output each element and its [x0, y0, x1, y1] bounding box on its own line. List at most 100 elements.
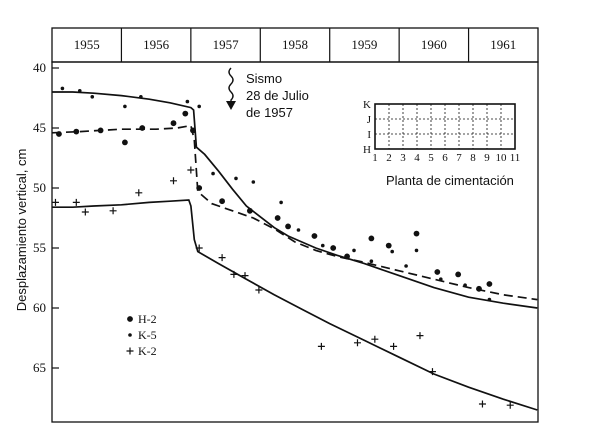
arrow-head-icon	[226, 101, 236, 110]
point-k-2	[51, 198, 59, 206]
point-k-2	[353, 339, 361, 347]
inset-row-label: J	[367, 114, 372, 126]
point-h-2	[97, 127, 104, 134]
point-h-2	[344, 253, 350, 260]
y-tick-label: 40	[33, 60, 46, 75]
point-k-2	[317, 342, 325, 350]
point-h-2	[413, 230, 420, 237]
inset-column-label: 3	[400, 152, 406, 164]
point-h-2	[190, 127, 196, 134]
point-h-2	[170, 120, 177, 127]
point-k-5	[296, 228, 301, 232]
trend-curves	[51, 91, 538, 411]
point-k-2	[195, 244, 203, 252]
inset-column-label: 8	[470, 152, 476, 164]
y-tick-label: 45	[33, 120, 46, 135]
inset-column-label: 4	[414, 152, 420, 164]
legend-label: K-5	[138, 328, 157, 342]
point-k-2	[170, 177, 177, 185]
point-h-2	[311, 233, 318, 239]
point-k-5	[197, 104, 201, 109]
point-h-2	[56, 131, 62, 137]
point-h-2	[368, 235, 375, 242]
earthquake-annotation: Sismo 28 de Julio de 1957	[226, 67, 309, 120]
year-label: 1960	[421, 37, 447, 52]
point-h-2	[182, 110, 189, 117]
point-k-5	[77, 89, 82, 93]
legend-label: K-2	[138, 344, 157, 358]
point-k-5	[60, 86, 65, 91]
y-tick-label: 55	[33, 240, 46, 255]
inset-column-label: 7	[456, 152, 462, 164]
inset-column-label: 10	[496, 152, 508, 164]
year-label: 1959	[351, 37, 377, 52]
point-h-2	[385, 242, 392, 249]
plot-frame	[51, 61, 539, 423]
point-k-5	[390, 249, 395, 254]
annotation-line-2: 28 de Julio	[246, 88, 309, 103]
inset-column-label: 6	[442, 152, 448, 164]
y-tick-label: 50	[33, 180, 46, 195]
point-k-5	[234, 176, 238, 181]
point-h-2	[274, 215, 281, 221]
point-h-2	[455, 271, 462, 278]
y-axis-label: Desplazamiento vertical, cm	[14, 149, 29, 312]
point-k-5	[279, 200, 283, 205]
point-k-5	[414, 248, 419, 253]
legend: H-2 K-5 K-2	[126, 312, 157, 358]
point-k-2	[416, 332, 424, 340]
inset-grid-box	[374, 103, 516, 150]
point-k-2	[390, 342, 398, 350]
point-h-2	[219, 198, 226, 205]
point-h-2	[139, 125, 146, 131]
curve-k-2	[52, 199, 538, 411]
point-k-2	[506, 401, 514, 409]
point-k-5	[404, 264, 408, 268]
inset-row-label: I	[367, 129, 371, 141]
point-k-5	[463, 283, 467, 288]
annotation-line-1: Sismo	[246, 71, 282, 86]
point-h-2	[434, 269, 441, 275]
point-k-5	[123, 104, 127, 109]
point-k-2	[428, 368, 436, 376]
point-h-2	[196, 185, 203, 191]
point-k-5	[251, 180, 256, 184]
point-k-5	[185, 99, 190, 104]
point-k-2	[135, 189, 143, 197]
point-h-2	[246, 207, 253, 214]
point-k-5	[211, 171, 215, 176]
point-k-5	[352, 248, 356, 253]
inset-column-label: 11	[510, 152, 521, 164]
point-k-2	[187, 166, 195, 174]
point-k-2	[371, 335, 379, 343]
year-label: 1956	[143, 37, 170, 52]
inset-column-label: 2	[386, 152, 392, 164]
inset-row-label: K	[363, 99, 371, 111]
point-k-2	[230, 270, 238, 278]
point-h-2	[122, 139, 128, 146]
annotation-line-3: de 1957	[246, 105, 293, 120]
year-label: 1955	[74, 37, 100, 52]
legend-marker-k-2	[126, 347, 134, 355]
point-h-2	[330, 245, 337, 251]
point-k-2	[255, 286, 263, 294]
curve-h-2	[51, 124, 538, 301]
point-h-2	[285, 223, 291, 230]
point-h-2	[73, 128, 80, 135]
point-k-2	[241, 272, 249, 280]
point-k-5	[139, 95, 143, 99]
legend-label: H-2	[138, 312, 157, 326]
inset-column-label: 9	[484, 152, 490, 164]
inset-column-label: 5	[428, 152, 434, 164]
year-label: 1957	[213, 37, 240, 52]
legend-marker-h-2	[127, 316, 133, 322]
inset-title: Planta de cimentación	[386, 173, 514, 188]
point-h-2	[486, 281, 493, 287]
inset-column-label: 1	[372, 152, 378, 164]
inset-row-label: H	[363, 144, 371, 156]
y-tick-label: 65	[33, 360, 46, 375]
plot-border	[51, 61, 539, 423]
point-h-2	[476, 285, 482, 292]
